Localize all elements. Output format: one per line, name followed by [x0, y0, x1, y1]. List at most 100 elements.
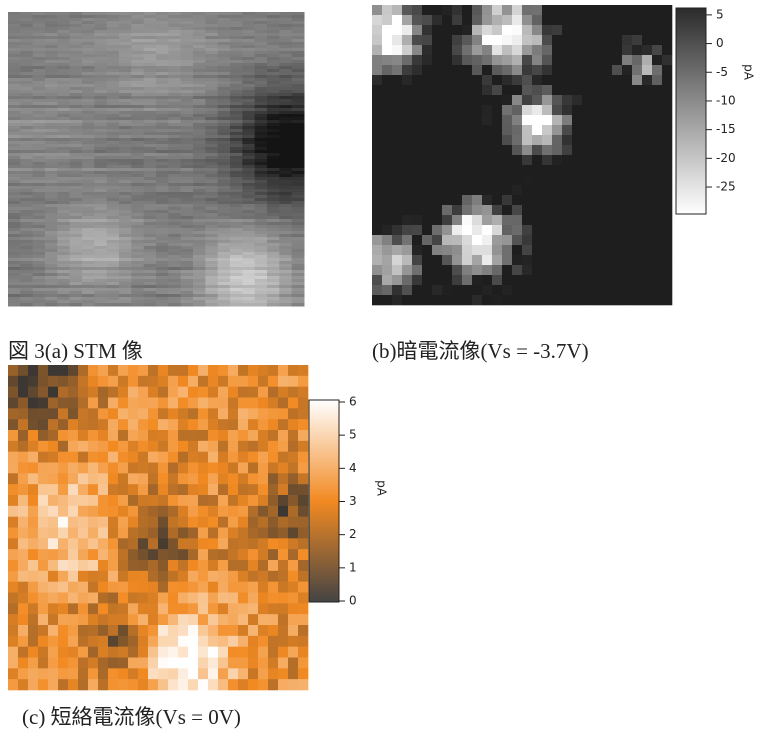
pixel [70, 66, 83, 70]
pixel [138, 571, 148, 582]
pixel [230, 222, 243, 226]
pixel [57, 195, 70, 199]
pixel [402, 255, 412, 265]
pixel [45, 258, 58, 262]
pixel [279, 36, 292, 40]
pixel [8, 270, 21, 274]
pixel [20, 123, 33, 127]
pixel [20, 294, 33, 298]
pixel [57, 12, 70, 16]
pixel [298, 452, 308, 463]
pixel [230, 75, 243, 79]
pixel [168, 120, 181, 124]
pixel [278, 365, 288, 376]
pixel [70, 270, 83, 274]
pixel [642, 185, 652, 195]
pixel [45, 231, 58, 235]
pixel [422, 215, 432, 225]
pixel [542, 65, 552, 75]
pixel [255, 72, 268, 76]
pixel [298, 528, 308, 539]
pixel [107, 39, 120, 43]
pixel [205, 201, 218, 205]
pixel [131, 252, 144, 256]
pixel [492, 45, 502, 55]
pixel [198, 603, 208, 614]
pixel [131, 297, 144, 301]
pixel [57, 24, 70, 28]
pixel [181, 138, 194, 142]
pixel [292, 123, 305, 127]
pixel [8, 126, 21, 130]
pixel [230, 24, 243, 28]
pixel [94, 249, 107, 253]
pixel [128, 560, 138, 571]
pixel [148, 549, 158, 560]
pixel [532, 55, 542, 65]
pixel [482, 285, 492, 295]
pixel [48, 387, 58, 398]
pixel [198, 441, 208, 452]
pixel [168, 30, 181, 34]
pixel [412, 225, 422, 235]
pixel [68, 658, 78, 669]
pixel [58, 441, 68, 452]
pixel [118, 365, 128, 376]
pixel [131, 267, 144, 271]
pixel [57, 228, 70, 232]
pixel [57, 282, 70, 286]
pixel [8, 51, 21, 55]
pixel [230, 162, 243, 166]
pixel [144, 192, 157, 196]
pixel [119, 93, 132, 97]
pixel [156, 276, 169, 280]
pixel [45, 96, 58, 100]
pixel [131, 264, 144, 268]
pixel [82, 36, 95, 40]
pixel [218, 144, 231, 148]
pixel [228, 679, 238, 690]
pixel [57, 258, 70, 262]
pixel [8, 636, 18, 647]
pixel [57, 135, 70, 139]
pixel [382, 265, 392, 275]
pixel [70, 261, 83, 265]
pixel [392, 185, 402, 195]
pixel [552, 5, 562, 15]
pixel [292, 252, 305, 256]
pixel [158, 463, 168, 474]
pixel [45, 249, 58, 253]
pixel [572, 275, 582, 285]
pixel [119, 105, 132, 109]
pixel [267, 39, 280, 43]
pixel [118, 398, 128, 409]
pixel [592, 265, 602, 275]
pixel [632, 285, 642, 295]
pixel [482, 115, 492, 125]
pixel [482, 195, 492, 205]
pixel [292, 297, 305, 301]
pixel [492, 195, 502, 205]
pixel [472, 25, 482, 35]
pixel [181, 150, 194, 154]
pixel [107, 48, 120, 52]
pixel [279, 45, 292, 49]
pixel [442, 25, 452, 35]
pixel [38, 506, 48, 517]
pixel [298, 658, 308, 669]
short-circuit-current-image [8, 365, 308, 690]
pixel [242, 210, 255, 214]
pixel [57, 249, 70, 253]
pixel [242, 33, 255, 37]
pixel [298, 430, 308, 441]
pixel [258, 387, 268, 398]
pixel [58, 603, 68, 614]
pixel [205, 291, 218, 295]
pixel [70, 171, 83, 175]
pixel [512, 295, 522, 305]
pixel [119, 243, 132, 247]
pixel [20, 141, 33, 145]
pixel [218, 291, 231, 295]
pixel [156, 93, 169, 97]
pixel [28, 636, 38, 647]
